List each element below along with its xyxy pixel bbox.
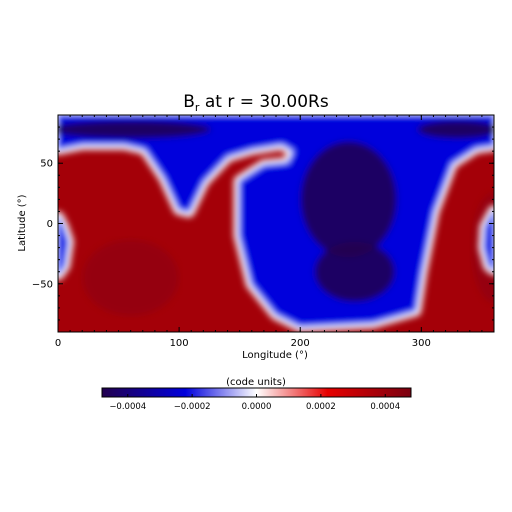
colorbar-tick-label: −0.0004 xyxy=(109,402,146,412)
x-tick-label: 200 xyxy=(291,338,310,349)
east-edge-negative-lobe xyxy=(482,209,494,271)
colorbar-tick-label: −0.0002 xyxy=(174,402,211,412)
y-tick-label: 0 xyxy=(47,219,53,230)
colorbar-tick-label: 0.0002 xyxy=(306,402,336,412)
negative-core-2 xyxy=(58,120,211,139)
y-tick-label: 50 xyxy=(40,159,53,170)
negative-core-1 xyxy=(314,241,395,302)
title-subscript: r xyxy=(195,101,200,114)
y-axis: −50 0 50 xyxy=(32,114,494,333)
x-axis: 0 100 200 300 xyxy=(55,115,495,349)
negative-core-3 xyxy=(417,120,494,139)
x-tick-label: 0 xyxy=(55,338,61,349)
chart-title: Br at r = 30.00Rs xyxy=(183,92,329,114)
colorbar-tick-label: 0.0004 xyxy=(370,402,400,412)
title-suffix: at r = 30.00Rs xyxy=(199,92,328,112)
negative-core-0 xyxy=(300,141,397,258)
colorbar-label: (code units) xyxy=(226,377,286,388)
x-axis-label: Longitude (°) xyxy=(242,350,308,361)
y-axis-label: Latitude (°) xyxy=(17,194,28,251)
colorbar-ticks: −0.0004 −0.0002 0.0000 0.0002 0.0004 xyxy=(109,394,400,412)
y-tick-label: −50 xyxy=(32,279,53,290)
negative-polarity-layer xyxy=(58,115,494,332)
positive-core-0 xyxy=(82,239,179,316)
west-edge-negative-lobe xyxy=(58,216,70,276)
x-tick-label: 100 xyxy=(170,338,189,349)
x-tick-label: 300 xyxy=(412,338,431,349)
heatmap-plot-area xyxy=(58,115,494,332)
colorbar-tick-label: 0.0000 xyxy=(242,402,272,412)
